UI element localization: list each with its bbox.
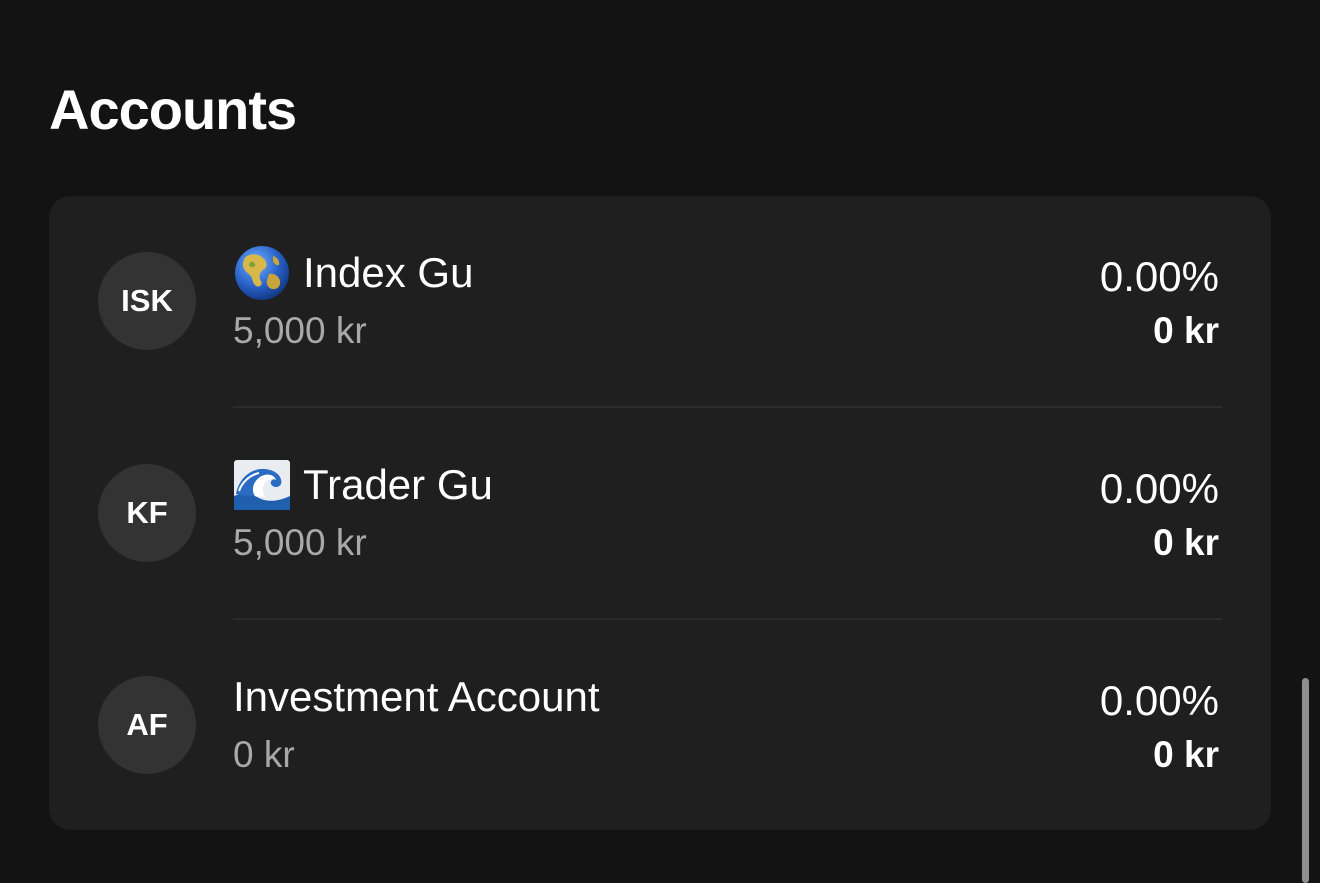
account-return-amount: 0 kr <box>1153 310 1219 351</box>
account-row-investment-account[interactable]: AF Investment Account 0 kr 0.00% 0 kr <box>49 620 1271 832</box>
accounts-card: ISK Index <box>49 196 1271 830</box>
account-name: Trader Gu <box>233 456 493 514</box>
account-row-index-gu[interactable]: ISK Index <box>49 196 1271 408</box>
account-row-trader-gu[interactable]: KF Trader Gu 5,000 kr 0.00% 0 kr <box>49 408 1271 620</box>
avatar: ISK <box>98 252 196 350</box>
account-balance: 0 kr <box>233 734 295 775</box>
account-name-label: Trader Gu <box>303 461 493 508</box>
account-name: Investment Account <box>233 668 600 726</box>
divider <box>233 618 1222 620</box>
account-balance: 5,000 kr <box>233 310 367 351</box>
account-return-percent: 0.00% <box>1099 253 1219 300</box>
account-name-label: Investment Account <box>233 673 600 720</box>
account-name-label: Index Gu <box>303 249 474 296</box>
scrollbar[interactable] <box>1302 678 1309 883</box>
avatar: AF <box>98 676 196 774</box>
page-title: Accounts <box>49 78 297 141</box>
account-return-percent: 0.00% <box>1099 465 1219 512</box>
wave-icon <box>233 457 291 513</box>
account-return-amount: 0 kr <box>1153 522 1219 563</box>
account-name: Index Gu <box>233 244 473 302</box>
account-return-percent: 0.00% <box>1099 677 1219 724</box>
account-balance: 5,000 kr <box>233 522 367 563</box>
avatar: KF <box>98 464 196 562</box>
divider <box>233 406 1222 408</box>
account-return-amount: 0 kr <box>1153 734 1219 775</box>
globe-asia-icon <box>233 245 291 301</box>
